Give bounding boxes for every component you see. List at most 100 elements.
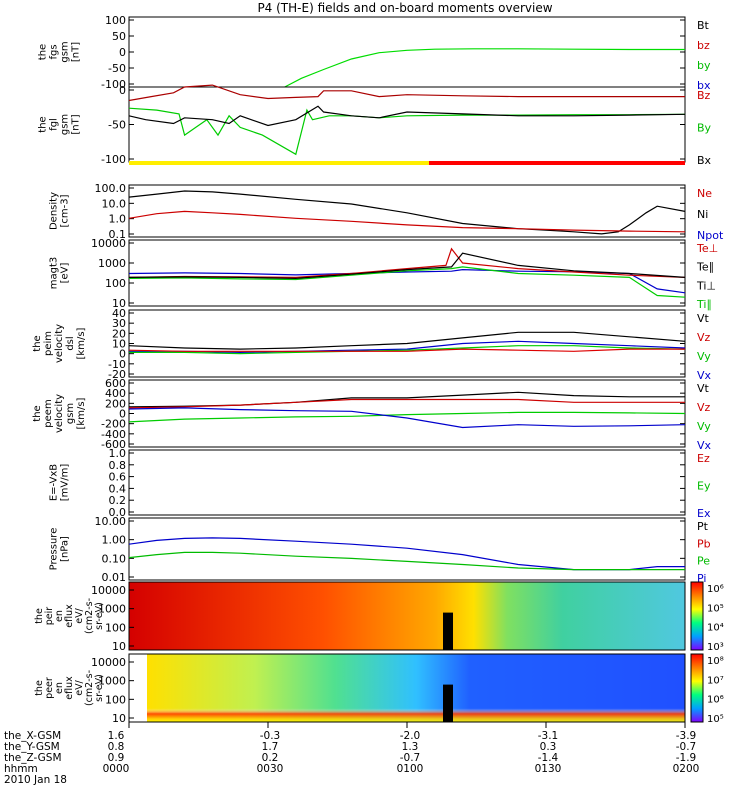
legend-entry: Pb: [697, 537, 711, 550]
y-tick-label: 100: [105, 621, 126, 634]
panel-fgs: 100 50 0 -50 -100 the fgs gsm [nT] Bt bz by bx: [38, 14, 711, 92]
x-row-value: -0.7: [676, 741, 697, 753]
y-tick-label: 0.8: [109, 459, 127, 472]
x-row-value: 1.7: [262, 741, 279, 753]
y-tick-label: -400: [101, 428, 126, 441]
legend-entry: Pe: [697, 555, 710, 568]
y-tick-label: 0.6: [109, 471, 127, 484]
legend-entry: bx: [697, 79, 711, 92]
x-row-label: the_X-GSM: [4, 730, 61, 742]
y-tick-label: -100: [101, 153, 126, 166]
panel-frame: [128, 86, 686, 163]
y-axis-label: dsl: [65, 336, 76, 350]
y-tick-label: 1000: [98, 675, 126, 688]
y-axis-label: Pressure: [49, 528, 60, 571]
date-label: 2010 Jan 18: [4, 774, 67, 786]
y-tick-label: 600: [105, 377, 126, 390]
y-axis-label: gsm: [65, 403, 76, 424]
y-tick-label: 200: [105, 397, 126, 410]
y-axis-label: sr-eV): [94, 602, 105, 630]
colorbar-label: 10⁸: [707, 656, 724, 667]
legend-entry: Pi: [697, 572, 706, 585]
x-row-label: hhmm: [4, 763, 38, 775]
legend-entry: Vx: [697, 439, 712, 452]
panel-frame: [128, 184, 686, 238]
spectrogram-ion: 10000 1000 100 10 the peir en eflux eV/(cm2-s-sr…: [34, 581, 724, 653]
spectrogram-image: [129, 582, 685, 650]
y-axis-label: fgs: [49, 44, 60, 59]
y-axis-label: the: [34, 680, 45, 696]
y-tick-label: 0: [119, 84, 126, 97]
y-tick-label: 100: [105, 277, 126, 290]
y-tick-label: 10: [112, 640, 126, 653]
x-row-value: 1.3: [402, 741, 419, 753]
y-axis-label: [nPa]: [60, 536, 71, 562]
y-axis-label: the: [38, 44, 49, 60]
y-axis-label: E=-VxB: [49, 464, 60, 501]
y-tick-label: -200: [101, 418, 126, 431]
y-tick-label: 10000: [91, 656, 126, 669]
y-tick-label: -600: [101, 438, 126, 451]
y-tick-label: -100: [101, 78, 126, 91]
panel-fgl: 0 -50 -100 the fgl gsm [nT] Bz By Bx: [38, 84, 712, 167]
series-line-Vx: [129, 340, 686, 354]
y-tick-label: 1.00: [102, 534, 127, 547]
y-tick-label: 100.0: [95, 182, 127, 195]
y-axis-label: [km/s]: [76, 397, 87, 429]
mode-bar-slow: [129, 161, 429, 165]
y-tick-label: 0.4: [109, 482, 127, 495]
panel-frame: [128, 379, 686, 448]
legend-entry: Te∥: [696, 261, 714, 274]
x-row-label: the_Z-GSM: [4, 752, 62, 764]
panel-dens: 100.0 10.0 1.0 0.1 Density [cm-3] Ne Ni Npot: [49, 182, 724, 242]
legend-entry: Npot: [697, 229, 724, 242]
y-axis-label: [eV]: [60, 263, 71, 284]
panel-efield: 1.00.80.60.40.20.0 E=-VxB [mV/m] Ez Ey Ex: [49, 447, 711, 520]
panel-temp: 10000 1000 100 10 magt3 [eV] Te⊥ Te∥ Ti⊥ Ti∥: [49, 237, 719, 311]
colorbar: [690, 581, 704, 651]
panel-frame: [128, 16, 686, 88]
y-axis-label: magt3: [49, 257, 60, 290]
y-axis-label: peir: [44, 607, 55, 626]
y-axis-label: (cm2-s-: [84, 670, 95, 706]
y-tick-label: 10: [112, 712, 126, 725]
series-line-Te∥: [128, 252, 686, 280]
series-line-Vz: [128, 398, 685, 409]
legend-entry: Bx: [697, 154, 712, 167]
legend-entry: Te⊥: [696, 242, 718, 255]
legend-entry: Pt: [697, 520, 709, 533]
series-line-Vt: [128, 331, 686, 350]
y-tick-label: 10000: [91, 237, 126, 250]
y-tick-label: 0: [119, 348, 126, 361]
x-row-value: -3.1: [538, 730, 559, 742]
y-axis-label: the: [34, 608, 45, 624]
x-row-value: 0130: [535, 763, 562, 775]
y-tick-label: 100: [105, 693, 126, 706]
spectrogram-overlay: [147, 654, 685, 722]
y-axis-label: en: [54, 610, 65, 622]
legend-entry: Ez: [697, 452, 710, 465]
x-row-label: the_Y-GSM: [4, 741, 60, 753]
y-tick-label: 10: [112, 297, 126, 310]
y-tick-label: 40: [112, 307, 126, 320]
legend-entry: Ex: [697, 507, 711, 520]
legend-entry: Vz: [697, 401, 711, 414]
y-tick-label: 20: [112, 327, 126, 340]
legend-entry: bz: [697, 39, 710, 52]
y-axis-label: [nT]: [71, 114, 82, 134]
x-row-value: 0100: [397, 763, 424, 775]
y-tick-label: 400: [105, 387, 126, 400]
series-line-Vy: [129, 345, 686, 355]
y-tick-label: 30: [112, 317, 126, 330]
legend-entry: Bt: [697, 19, 710, 32]
x-row-value: 1.6: [108, 730, 125, 742]
data-gap-block: [443, 612, 453, 650]
y-axis-label: fgl: [49, 118, 60, 131]
y-tick-label: 1.0: [109, 213, 127, 226]
legend-entry: Ni: [697, 208, 708, 221]
series-line-Pi: [128, 537, 685, 571]
x-row-value: -1.9: [676, 752, 697, 764]
y-tick-label: 100: [105, 14, 126, 27]
x-row-value: 0.8: [108, 741, 125, 753]
